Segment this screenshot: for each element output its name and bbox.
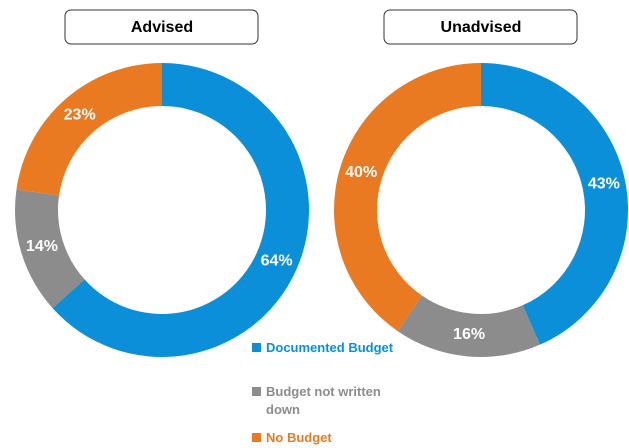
data-label: 64% xyxy=(261,252,293,269)
legend-label: Budget not written down xyxy=(266,384,381,417)
data-label: 16% xyxy=(453,326,485,343)
chart-title: Advised xyxy=(131,19,193,36)
legend-swatch xyxy=(252,387,261,396)
data-label: 43% xyxy=(588,176,620,193)
donut-segment xyxy=(481,63,628,345)
legend-item: No Budget xyxy=(252,429,412,447)
legend-label: No Budget xyxy=(266,430,332,445)
legend-item: Documented Budget xyxy=(252,339,412,357)
legend-swatch xyxy=(252,343,261,352)
legend-label: Documented Budget xyxy=(266,340,394,355)
donut-segment xyxy=(397,295,540,357)
data-label: 40% xyxy=(345,164,377,181)
data-label: 23% xyxy=(64,106,96,123)
donut-segment xyxy=(16,63,163,196)
chart-title: Unadvised xyxy=(441,19,522,36)
legend-item: Budget not written down xyxy=(252,383,412,419)
donut-segment xyxy=(14,189,85,309)
donut-segment xyxy=(52,63,309,357)
donut-segment xyxy=(334,63,481,332)
title-box xyxy=(64,9,259,45)
data-label: 14% xyxy=(26,238,58,255)
title-box xyxy=(383,9,578,45)
legend-swatch xyxy=(252,433,261,442)
